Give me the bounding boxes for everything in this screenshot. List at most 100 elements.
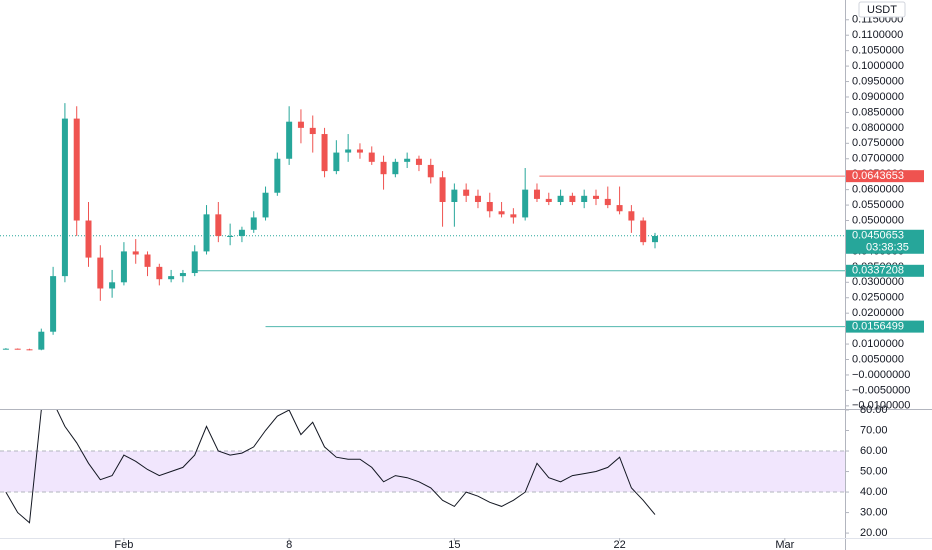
candle-body — [321, 134, 328, 172]
x-tick-label: Mar — [775, 539, 794, 550]
price-tag — [846, 264, 924, 277]
candle-body — [109, 282, 116, 289]
rsi-band — [0, 451, 845, 493]
rsi-line — [5, 410, 656, 524]
y-tick-label: 0.0750000 — [852, 137, 904, 149]
y-tick-label: 0.0600000 — [852, 184, 904, 196]
y-tick-label: 50.00 — [860, 465, 888, 477]
y-tick-label: 0.0950000 — [852, 75, 904, 87]
currency[interactable]: USDT — [867, 4, 897, 16]
y-tick-label: 80.00 — [860, 404, 888, 416]
x-tick-label: 15 — [448, 539, 460, 550]
candle-body — [144, 254, 151, 267]
candle-body — [345, 149, 352, 153]
candle-body — [333, 152, 340, 172]
currency-box[interactable] — [858, 1, 906, 18]
y-tick-label: 0.1050000 — [852, 45, 904, 57]
candle-body — [557, 195, 564, 202]
y-tick-label: −0.0100000 — [852, 400, 910, 412]
y-tick-label: 0.0700000 — [852, 153, 904, 165]
y-tick-label: 40.00 — [860, 486, 888, 498]
candle-body — [179, 273, 186, 277]
y-tick-label: 20.00 — [860, 527, 888, 539]
price-tag-label: 0.0337208 — [852, 265, 904, 277]
candle-body — [569, 195, 576, 202]
candle-body — [451, 189, 458, 202]
price-tag-label: 0.0156499 — [852, 321, 904, 333]
y-tick-label: 30.00 — [860, 506, 888, 518]
candle-body — [156, 266, 163, 280]
candle-body — [628, 211, 635, 221]
candle-body — [604, 198, 611, 206]
candle-body — [309, 127, 316, 135]
candle-body — [522, 189, 529, 218]
y-tick-label: 60.00 — [860, 445, 888, 457]
candle-body — [486, 201, 493, 212]
y-tick-label: 0.0100000 — [852, 338, 904, 350]
candle-body — [651, 235, 658, 243]
x-tick-label: 22 — [613, 539, 625, 550]
candle-body — [510, 214, 517, 218]
candle-body — [274, 158, 281, 193]
rsi-pane — [0, 410, 845, 524]
candle-body — [415, 158, 422, 165]
candle-body — [286, 121, 293, 159]
price-tag — [846, 320, 924, 333]
axes: −0.0100000 −0.0050000 −0.0000000 0.0050000 0… — [114, 14, 924, 550]
price-tag — [846, 170, 924, 183]
candle-body — [404, 158, 411, 162]
candle-body — [262, 192, 269, 218]
candle-body — [474, 195, 481, 202]
y-tick-label: 0.0850000 — [852, 106, 904, 118]
current-price-tag — [846, 229, 924, 254]
y-tick-label: 0.0900000 — [852, 91, 904, 103]
x-tick-label: Feb — [114, 539, 133, 550]
y-tick-label: −0.0000000 — [852, 369, 910, 381]
candle-body — [581, 195, 588, 202]
candle-body — [26, 349, 33, 351]
candle-body — [120, 251, 127, 283]
y-tick-label: 0.0500000 — [852, 214, 904, 226]
countdown: 03:38:35 — [866, 242, 909, 254]
candle-body — [14, 348, 21, 350]
y-tick-label: 0.0800000 — [852, 122, 904, 134]
candle-body — [439, 177, 446, 202]
y-tick-label: 0.1100000 — [852, 29, 903, 41]
y-tick-label: −0.0050000 — [852, 384, 910, 396]
candle-body — [50, 276, 57, 332]
candle-body — [191, 251, 198, 274]
candle-body — [592, 195, 599, 199]
candle-body — [97, 257, 104, 289]
candle-body — [250, 217, 257, 230]
candle-body — [498, 211, 505, 215]
candle-body — [640, 220, 647, 243]
candle-body — [132, 251, 139, 255]
price-tag-label: 0.0643653 — [852, 170, 904, 182]
candle-body — [380, 161, 387, 175]
y-tick-label: 70.00 — [860, 424, 888, 436]
candle-body — [368, 152, 375, 162]
candle-body — [61, 118, 68, 277]
y-tick-label: 0.0250000 — [852, 292, 904, 304]
candle-body — [73, 118, 80, 221]
y-tick-label: 0.0300000 — [852, 276, 904, 288]
candle-body — [227, 235, 234, 237]
candle-body — [356, 149, 363, 153]
candle-body — [168, 276, 175, 280]
y-tick-label: 0.0050000 — [852, 353, 904, 365]
candle-body — [85, 220, 92, 258]
y-tick-label: 0.1000000 — [852, 60, 904, 72]
y-tick-label: 0.0550000 — [852, 199, 904, 211]
candle-body — [238, 229, 245, 236]
candle-body — [38, 331, 45, 350]
current-price-label: 0.0450653 — [852, 230, 904, 242]
candle-body — [215, 214, 222, 236]
y-tick-label: 0.0200000 — [852, 307, 904, 319]
candle-body — [392, 161, 399, 175]
price-pane — [0, 103, 845, 351]
candle-body — [463, 189, 470, 196]
candle-body — [297, 121, 304, 128]
candle-body — [545, 198, 552, 202]
candle-body — [203, 214, 210, 252]
